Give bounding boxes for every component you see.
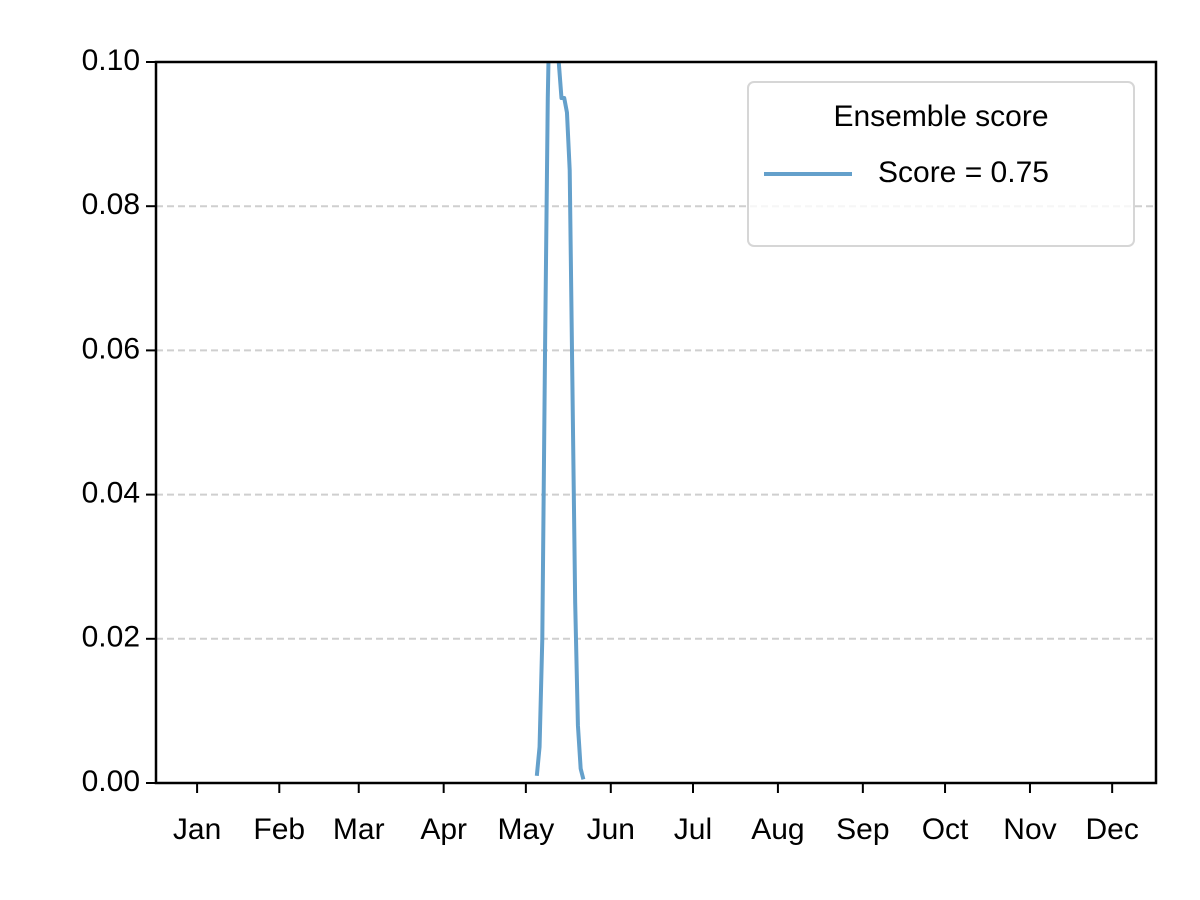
- y-tick-label: 0.06: [82, 332, 140, 365]
- plot-frame: [154, 60, 1158, 785]
- y-tick-label: 0.00: [82, 765, 140, 798]
- x-tick-label: Jul: [674, 813, 712, 846]
- legend-title: Ensemble score: [833, 100, 1048, 133]
- axes: 0.00 0.02 0.04 0.06 0.08 0.10 Jan Feb Mar Apr May J…: [82, 44, 1139, 846]
- y-tick-label: 0.04: [82, 477, 140, 510]
- x-tick-label: Aug: [751, 813, 804, 846]
- legend-label: Score = 0.75: [878, 156, 1049, 189]
- x-tick-label: Nov: [1003, 813, 1056, 846]
- plot-lines: [534, 62, 586, 780]
- x-tick-label: Jun: [587, 813, 635, 846]
- x-tick-label: Feb: [253, 813, 305, 846]
- x-tick-label: Sep: [836, 813, 889, 846]
- legend: Ensemble score Score = 0.75: [747, 81, 1135, 247]
- y-tick-label: 0.02: [82, 621, 140, 654]
- x-tick-label: Apr: [420, 813, 467, 846]
- y-tick-label: 0.10: [82, 44, 140, 77]
- y-tick-label: 0.08: [82, 188, 140, 221]
- x-tick-label: Mar: [333, 813, 385, 846]
- series-line: [534, 62, 586, 780]
- x-tick-label: Dec: [1085, 813, 1138, 846]
- x-tick-label: Oct: [922, 813, 969, 846]
- x-tick-label: May: [498, 813, 555, 846]
- x-tick-label: Jan: [173, 813, 221, 846]
- legend-box: [747, 81, 1135, 247]
- grid: [156, 205, 1156, 640]
